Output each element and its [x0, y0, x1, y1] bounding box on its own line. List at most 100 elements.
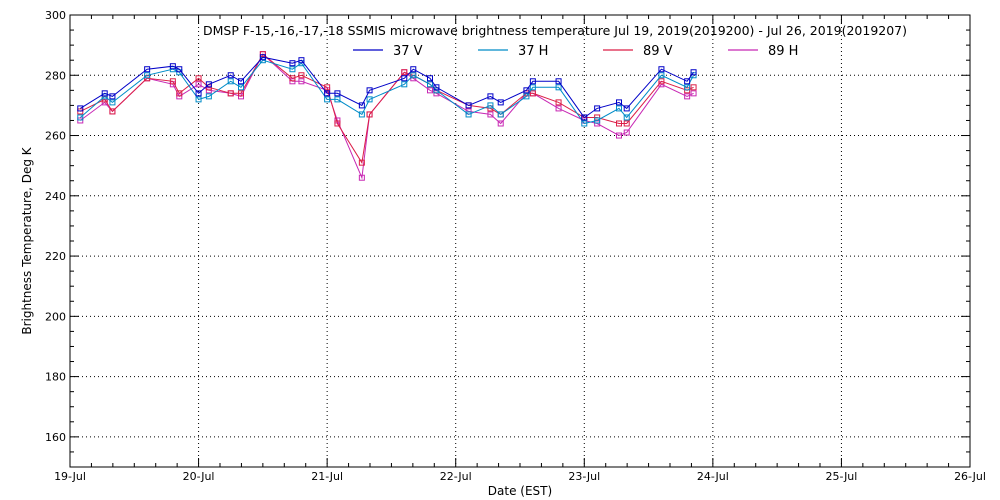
data-point — [289, 75, 296, 82]
data-point — [227, 72, 234, 79]
data-point — [581, 114, 588, 121]
x-tick-label: 20-Jul — [183, 470, 215, 483]
data-point — [366, 111, 373, 118]
data-point — [77, 105, 84, 112]
legend: 37 V 37 H 89 V 89 H — [353, 44, 798, 59]
data-point — [658, 78, 665, 85]
data-point — [684, 84, 691, 91]
data-point — [227, 78, 234, 85]
data-point — [529, 78, 536, 85]
data-point — [690, 90, 697, 97]
data-point — [289, 66, 296, 73]
data-point — [427, 81, 433, 88]
data-point — [358, 102, 365, 109]
y-tick-label: 300 — [45, 9, 66, 22]
data-point — [623, 114, 630, 121]
data-point — [238, 84, 244, 91]
data-point — [77, 117, 84, 124]
data-point — [616, 120, 622, 127]
data-point — [523, 87, 530, 94]
data-point — [238, 90, 244, 97]
data-point — [594, 117, 601, 124]
y-axis-label: Brightness Temperature, Deg K — [20, 146, 34, 334]
x-tick-label: 26-Jul — [954, 470, 986, 483]
data-point — [465, 102, 472, 109]
data-point — [144, 66, 151, 73]
x-tick-label: 21-Jul — [311, 470, 343, 483]
series-line — [79, 59, 695, 125]
data-point — [523, 93, 530, 100]
data-point — [358, 159, 365, 166]
series-line — [80, 53, 694, 180]
data-point — [658, 66, 665, 73]
data-point — [555, 105, 562, 112]
data-point — [555, 78, 562, 85]
data-point — [401, 75, 408, 82]
data-point — [298, 78, 305, 85]
x-tick-label: 25-Jul — [825, 470, 857, 483]
grid — [70, 15, 970, 467]
data-point — [324, 96, 331, 103]
data-point — [259, 51, 266, 58]
data-point — [77, 114, 84, 121]
data-point — [144, 72, 151, 79]
data-point — [427, 75, 433, 82]
data-point — [195, 90, 202, 97]
data-point — [324, 90, 331, 97]
data-point — [334, 120, 341, 127]
data-point — [465, 111, 472, 118]
data-point — [427, 87, 433, 94]
ticks: 19-Jul 20-Jul 21-Jul 22-Jul 23-Jul 24-Jul 25-J… — [45, 9, 986, 483]
y-tick-label: 260 — [45, 130, 66, 143]
data-point — [410, 72, 417, 79]
data-point — [684, 93, 691, 100]
data-point — [238, 78, 244, 85]
data-point — [623, 105, 630, 112]
data-point — [487, 102, 494, 109]
data-point — [684, 78, 691, 85]
data-point — [401, 81, 408, 88]
x-tick-label: 23-Jul — [568, 470, 600, 483]
data-point — [690, 69, 697, 76]
data-point — [358, 174, 365, 181]
data-point — [298, 72, 305, 79]
data-point — [623, 120, 630, 127]
x-tick-label: 24-Jul — [697, 470, 729, 483]
data-point — [176, 90, 183, 97]
data-point — [334, 90, 341, 97]
data-point — [581, 120, 588, 127]
data-point — [227, 90, 234, 97]
data-point — [109, 93, 116, 100]
data-point — [497, 120, 504, 127]
data-point — [616, 99, 622, 106]
data-point — [410, 66, 417, 73]
data-point — [77, 108, 84, 115]
y-tick-label: 240 — [45, 190, 66, 203]
data-point — [690, 84, 697, 91]
data-point — [195, 75, 202, 82]
data-point — [529, 84, 536, 91]
data-point — [623, 129, 630, 136]
data-point — [259, 54, 266, 61]
series-line — [80, 53, 694, 165]
chart-title: DMSP F-15,-16,-17,-18 SSMIS microwave br… — [203, 23, 907, 38]
x-axis-label: Date (EST) — [488, 484, 552, 498]
data-point — [298, 57, 305, 64]
legend-label: 37 H — [518, 44, 548, 59]
legend-label: 89 V — [643, 44, 673, 59]
data-point — [616, 105, 622, 112]
series-layer — [77, 51, 697, 181]
data-point — [497, 111, 504, 118]
legend-label: 37 V — [393, 44, 423, 59]
data-point — [401, 69, 408, 76]
data-point — [205, 81, 212, 88]
legend-label: 89 H — [768, 44, 798, 59]
data-point — [616, 132, 622, 139]
data-point — [324, 84, 331, 91]
data-point — [487, 93, 494, 100]
data-point — [555, 99, 562, 106]
data-point — [205, 93, 212, 100]
data-point — [555, 84, 562, 91]
x-tick-label: 22-Jul — [440, 470, 472, 483]
